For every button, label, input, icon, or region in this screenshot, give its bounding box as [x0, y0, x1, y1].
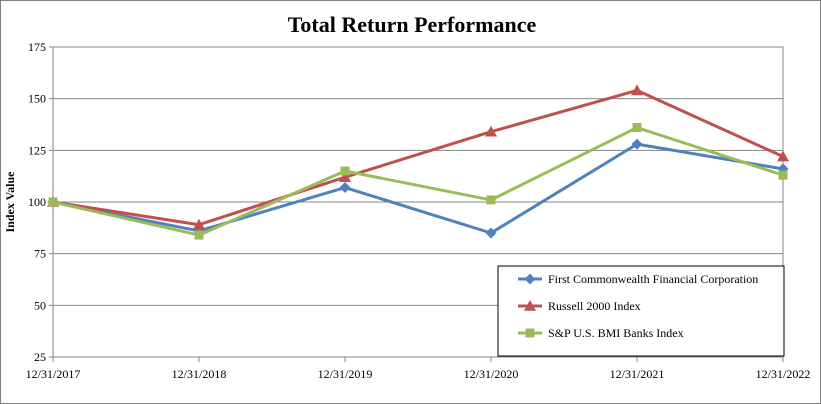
legend-label-0: First Commonwealth Financial Corporation	[548, 272, 758, 286]
data-point-s1-4	[631, 84, 643, 96]
data-point-s2-3	[486, 195, 496, 205]
data-point-s2-5	[778, 170, 788, 180]
data-point-s2-2	[340, 166, 350, 176]
y-tick-label-3: 100	[28, 195, 46, 209]
data-point-s0-4	[631, 138, 643, 150]
y-tick-label-4: 125	[28, 143, 46, 157]
series-line-0	[52, 142, 784, 235]
data-point-s0-3	[485, 227, 497, 239]
x-tick-label-0: 12/31/2017	[26, 367, 81, 381]
series-line-2	[52, 126, 784, 237]
data-point-s2-4	[632, 123, 642, 133]
data-point-s1-1	[193, 218, 205, 230]
data-point-s0-2	[339, 182, 351, 194]
y-tick-label-5: 150	[28, 92, 46, 106]
chart-title: Total Return Performance	[288, 12, 537, 37]
legend: First Commonwealth Financial Corporation…	[497, 265, 785, 357]
data-point-s1-2	[339, 171, 351, 182]
y-axis-label: Index Value	[3, 171, 17, 233]
x-tick-label-4: 12/31/2021	[610, 367, 665, 381]
x-tick-label-1: 12/31/2018	[172, 367, 227, 381]
y-tick-label-6: 175	[28, 40, 46, 54]
data-point-s2-1	[194, 230, 204, 240]
legend-swatch-marker-2	[525, 328, 535, 338]
x-tick-label-2: 12/31/2019	[318, 367, 373, 381]
data-point-s1-3	[485, 125, 497, 137]
x-tick-label-3: 12/31/2020	[464, 367, 519, 381]
legend-label-2: S&P U.S. BMI Banks Index	[548, 326, 684, 340]
y-tick-label-0: 25	[34, 350, 46, 364]
legend-swatch-marker-0	[524, 273, 536, 285]
legend-box	[497, 265, 785, 357]
legend-label-1: Russell 2000 Index	[548, 299, 641, 313]
data-point-s2-0	[48, 197, 58, 207]
data-point-s1-5	[777, 150, 789, 162]
series-line-1	[52, 88, 784, 227]
plot-area: 25 50 75 100 125 150 175 12/31/2017 12/31/2018 12…	[26, 40, 811, 381]
legend-swatch-marker-1	[524, 300, 536, 311]
y-tick-label-2: 75	[34, 247, 46, 261]
y-tick-label-1: 50	[34, 298, 46, 312]
x-tick-label-5: 12/31/2022	[756, 367, 811, 381]
